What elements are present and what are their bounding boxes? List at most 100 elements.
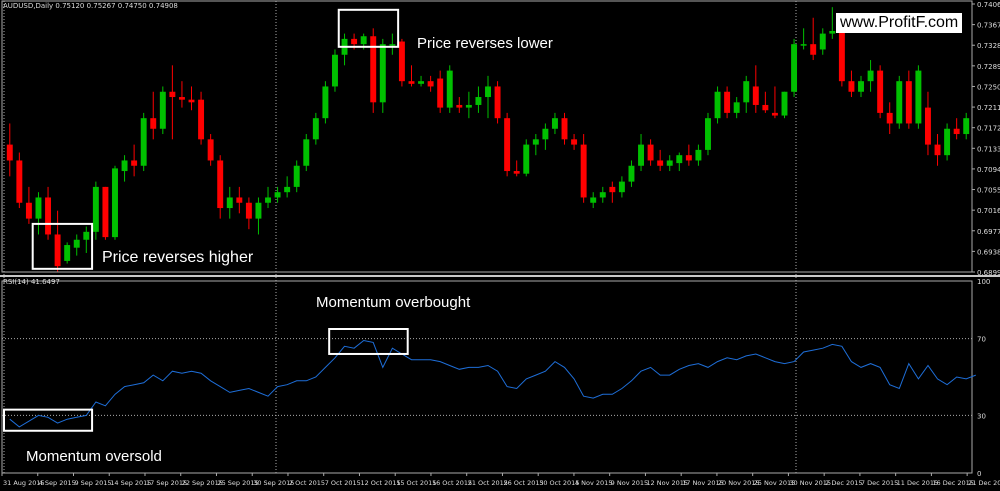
- candle-body: [64, 245, 71, 261]
- candle: [580, 134, 587, 203]
- candle-body: [45, 197, 52, 235]
- candle-body: [418, 81, 425, 84]
- candle: [92, 181, 99, 240]
- date-label: 25 Nov 2015: [754, 479, 796, 487]
- candle: [54, 210, 61, 272]
- candle: [389, 33, 396, 55]
- candle-body: [771, 112, 778, 116]
- candle: [102, 186, 109, 240]
- candle: [169, 65, 176, 140]
- candle: [322, 81, 329, 124]
- date-label: 9 Nov 2015: [611, 479, 649, 487]
- candle: [265, 186, 271, 209]
- candle-body: [465, 104, 472, 108]
- candle-body: [666, 160, 673, 166]
- rsi-oversold-box: [3, 408, 94, 432]
- candle: [284, 176, 291, 198]
- date-label: 7 Oct 2015: [325, 479, 361, 487]
- candle-body: [733, 102, 740, 113]
- candle-body: [398, 41, 405, 82]
- candle-body: [953, 128, 960, 135]
- date-label: 7 Dec 2015: [861, 479, 898, 487]
- date-label: 12 Oct 2015: [360, 479, 400, 487]
- candle: [599, 186, 606, 203]
- date-label: 26 Oct 2015: [503, 479, 543, 487]
- candle: [944, 123, 951, 161]
- candle-body: [685, 155, 692, 161]
- watermark: www.ProfitF.com: [836, 13, 963, 33]
- candle-body: [360, 36, 367, 45]
- candle-body: [676, 155, 683, 164]
- candle: [379, 38, 386, 113]
- candle-body: [312, 118, 319, 140]
- candle-body: [332, 54, 338, 87]
- candle-body: [446, 70, 453, 108]
- candle: [561, 112, 568, 145]
- date-label: 16 Oct 2015: [432, 479, 472, 487]
- candle: [571, 134, 578, 150]
- candle: [542, 123, 549, 150]
- date-label: 15 Oct 2015: [396, 479, 436, 487]
- candle: [198, 91, 205, 145]
- candle-body: [542, 128, 549, 140]
- candle-body: [705, 118, 711, 150]
- candle-body: [762, 104, 769, 111]
- price-panel-frame: [1, 0, 973, 273]
- candle: [64, 242, 71, 264]
- date-label: 21 Dec 2015: [968, 479, 1000, 487]
- candle-body: [580, 144, 587, 198]
- candle-body: [265, 197, 271, 203]
- rsi-panel-frame: [1, 280, 973, 474]
- candle-body: [284, 186, 291, 193]
- candle: [370, 28, 377, 113]
- candle-body: [437, 78, 444, 108]
- candle-body: [905, 81, 912, 124]
- rsi-level-label: 0: [977, 470, 981, 478]
- candle-body: [532, 139, 539, 145]
- candle-body: [944, 128, 951, 156]
- candle-body: [92, 186, 99, 232]
- candle-body: [494, 86, 501, 119]
- candle-body: [83, 231, 90, 240]
- date-label: 4 Sep 2015: [39, 479, 76, 487]
- candle: [791, 38, 798, 98]
- candle: [485, 75, 491, 119]
- annotation-price-reverses-higher: Price reverses higher: [102, 249, 254, 266]
- candle: [25, 186, 32, 224]
- rsi-level-label: 100: [977, 278, 990, 286]
- candle: [303, 134, 310, 172]
- candle: [858, 75, 864, 98]
- candle-body: [475, 97, 482, 105]
- candle: [35, 192, 42, 235]
- candle-body: [628, 165, 635, 182]
- candle: [226, 186, 233, 219]
- candle: [953, 118, 960, 140]
- candle: [255, 197, 262, 235]
- candle-body: [112, 168, 118, 238]
- candle-body: [504, 118, 511, 172]
- candle: [245, 197, 252, 230]
- date-label: 16 Dec 2015: [932, 479, 974, 487]
- date-label: 30 Nov 2015: [789, 479, 831, 487]
- candle-body: [351, 38, 358, 45]
- candle-body: [551, 118, 558, 129]
- candle: [676, 152, 683, 172]
- candle-body: [810, 44, 817, 55]
- candle: [733, 97, 740, 119]
- candle: [207, 134, 214, 166]
- candle-body: [571, 139, 578, 145]
- candle: [504, 112, 511, 177]
- price-tick-label: 0.68990: [977, 269, 1000, 277]
- candle-body: [599, 192, 606, 198]
- price-higher-box: [31, 222, 94, 270]
- candle-body: [561, 118, 568, 140]
- candle-body: [207, 139, 214, 161]
- candle-body: [934, 144, 941, 156]
